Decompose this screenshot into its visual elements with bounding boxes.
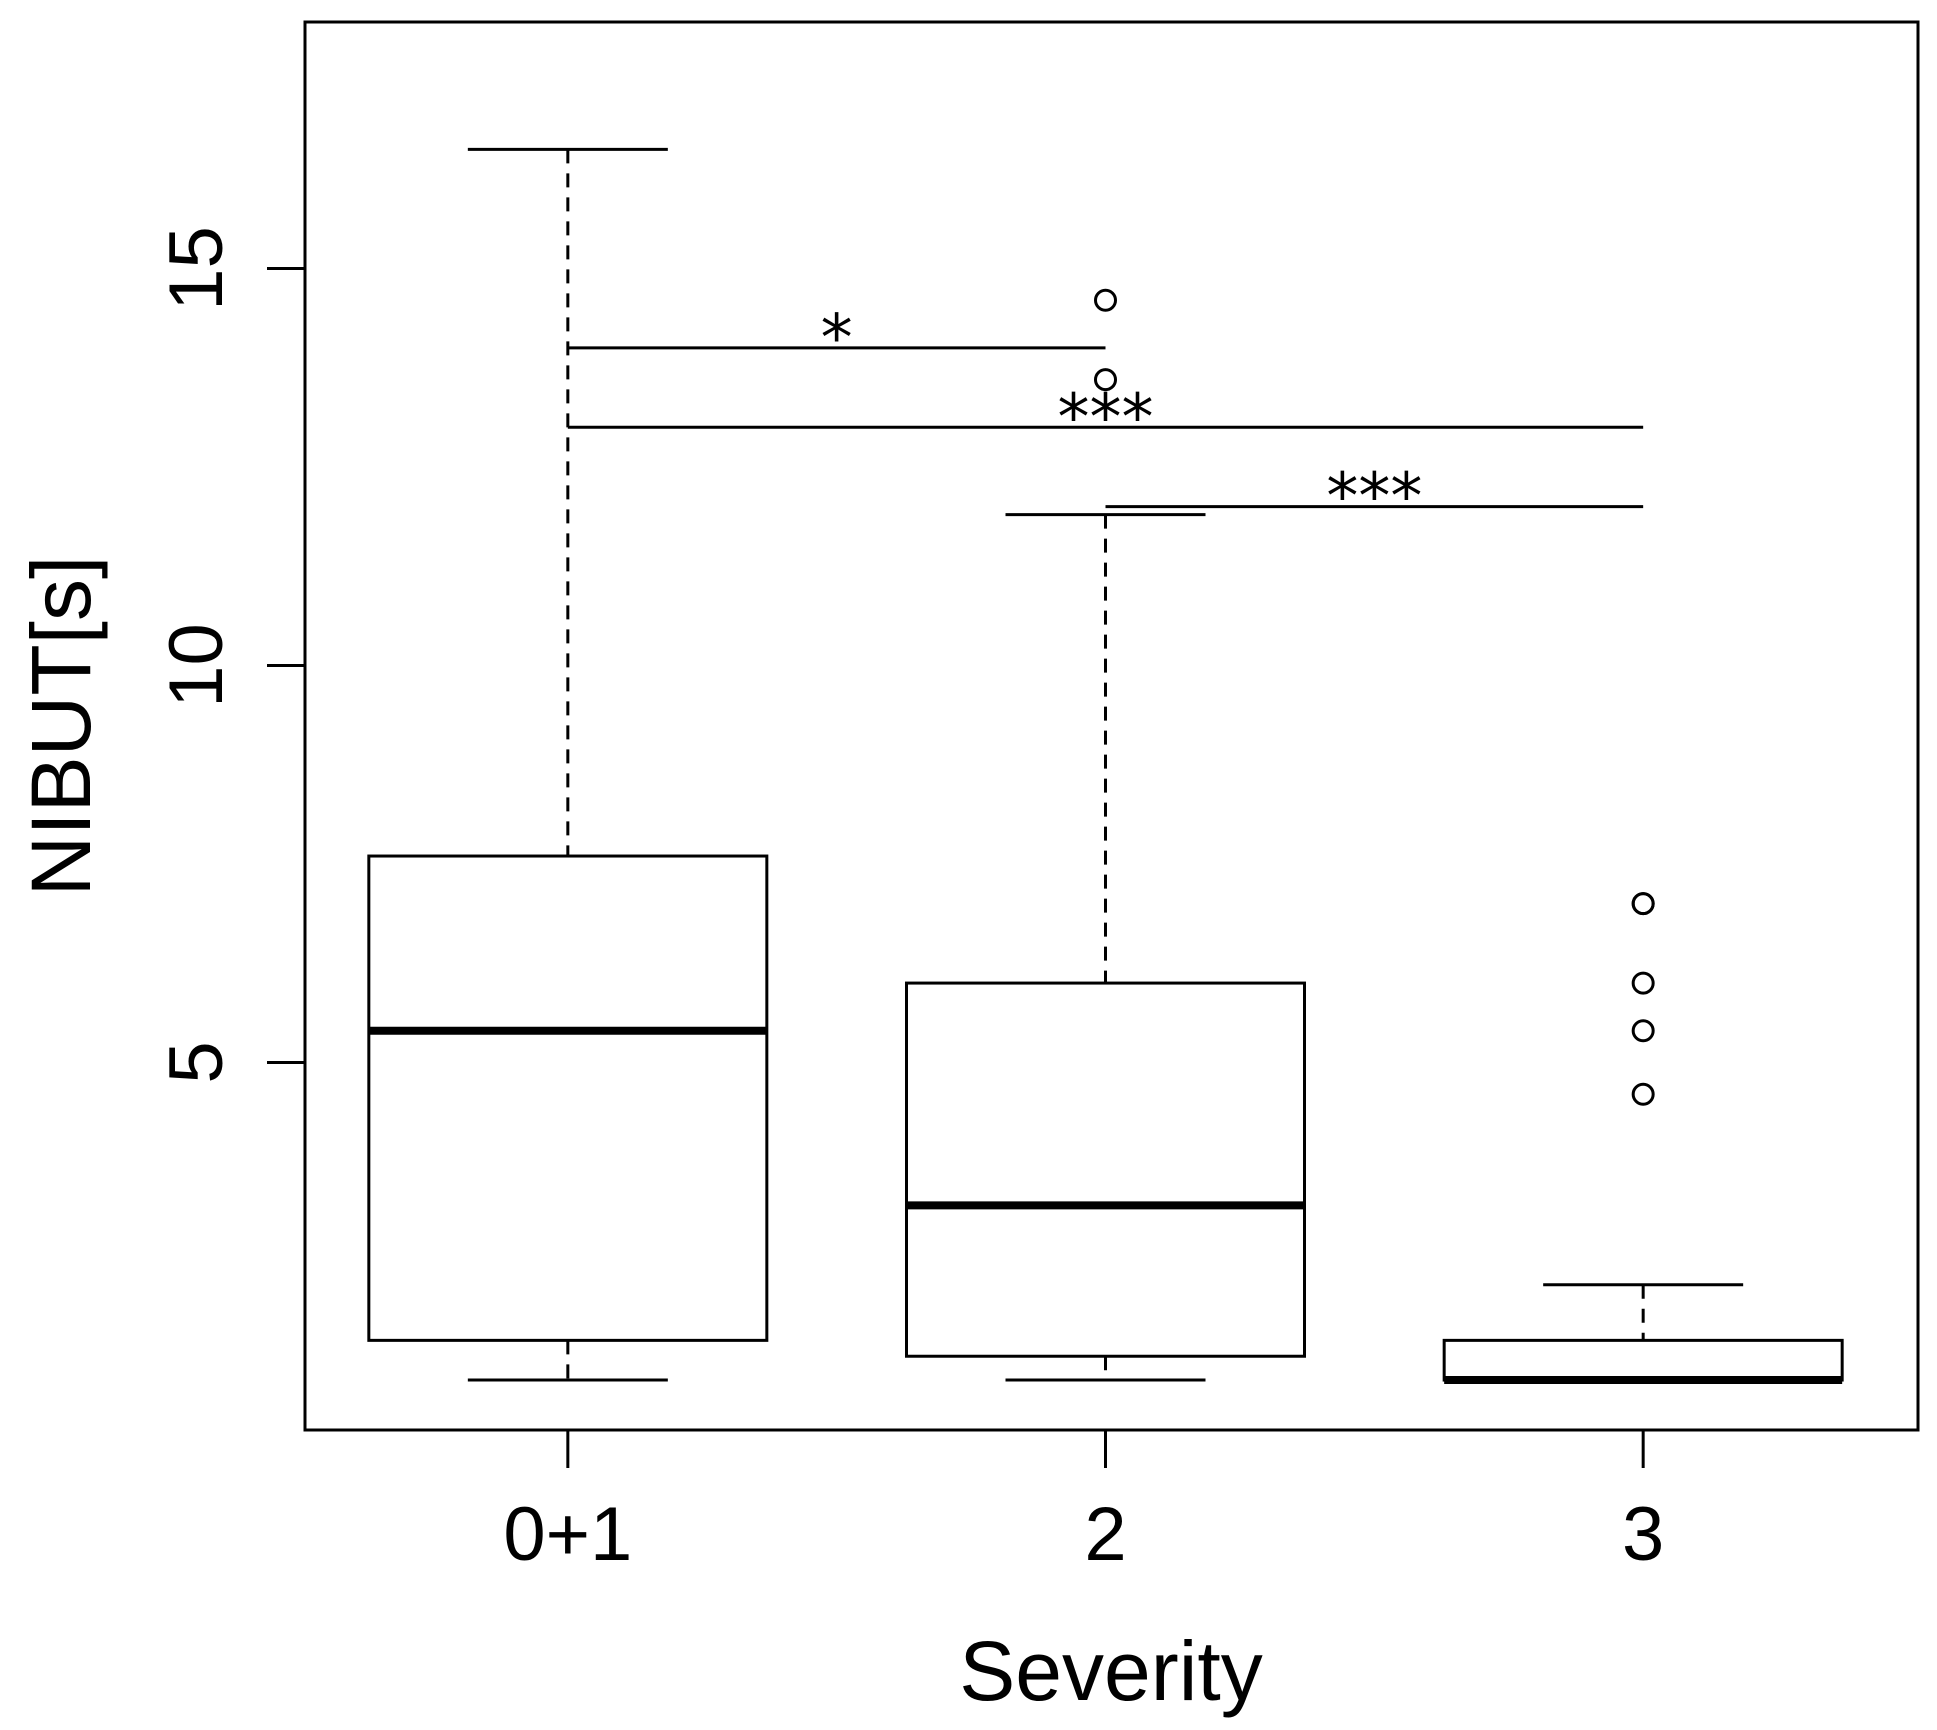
outlier-point <box>1631 1019 1655 1043</box>
outlier-point <box>1631 892 1655 916</box>
iqr-box <box>905 981 1306 1358</box>
iqr-box <box>1442 1338 1844 1382</box>
significance-bracket: *** <box>1105 461 1644 535</box>
boxes-layer <box>367 147 1844 1385</box>
outlier-point <box>1094 288 1117 312</box>
iqr-box <box>367 854 769 1342</box>
y-axis-label: NIBUT[s] <box>14 556 108 897</box>
y-tick-label-15: 15 <box>154 226 239 311</box>
significance-label: *** <box>1326 461 1422 535</box>
box-severity-3 <box>1442 892 1844 1385</box>
x-axis-label: Severity <box>959 1624 1262 1718</box>
significance-label: *** <box>1058 381 1154 455</box>
x-tick-label-severity-2: 2 <box>1084 1492 1126 1577</box>
significance-label: * <box>821 302 853 376</box>
outlier-point <box>1094 368 1117 392</box>
y-tick-label-10: 10 <box>154 623 239 708</box>
significance-bracket: *** <box>567 381 1644 455</box>
y-tick-label-5: 5 <box>154 1041 239 1083</box>
outlier-point <box>1631 1082 1655 1106</box>
significance-bracket: * <box>567 302 1106 376</box>
significance-layer: ******* <box>567 302 1644 535</box>
x-tick-label-severity-3: 3 <box>1622 1492 1664 1577</box>
box-severity-2 <box>905 288 1306 1382</box>
axes-layer: 0+1 2 3 5 10 15 <box>154 226 1664 1577</box>
x-tick-label-severity-0plus1: 0+1 <box>503 1492 632 1577</box>
plot-frame <box>303 20 1920 1432</box>
outlier-point <box>1631 971 1655 995</box>
box-severity-0plus1 <box>367 147 769 1382</box>
